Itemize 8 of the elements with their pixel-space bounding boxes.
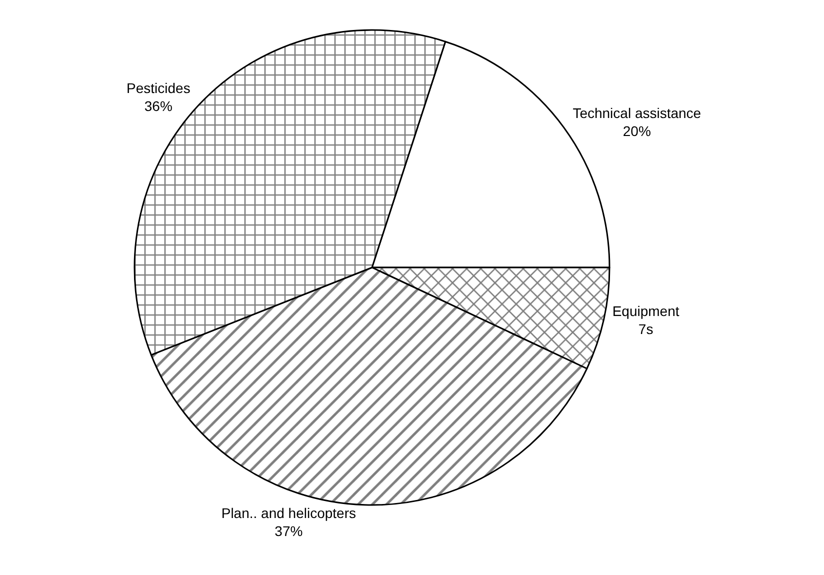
data-label: 20%	[622, 123, 651, 140]
data-label: 37%	[274, 523, 303, 540]
slice-label: Equipment	[612, 303, 680, 320]
slice-label: Pesticides	[126, 80, 190, 96]
data-label: 7s	[638, 321, 654, 338]
slice-label: Technical assistance	[572, 104, 702, 121]
slice-label: Plan.. and helicopters	[221, 504, 356, 521]
data-label: 36%	[144, 98, 172, 114]
